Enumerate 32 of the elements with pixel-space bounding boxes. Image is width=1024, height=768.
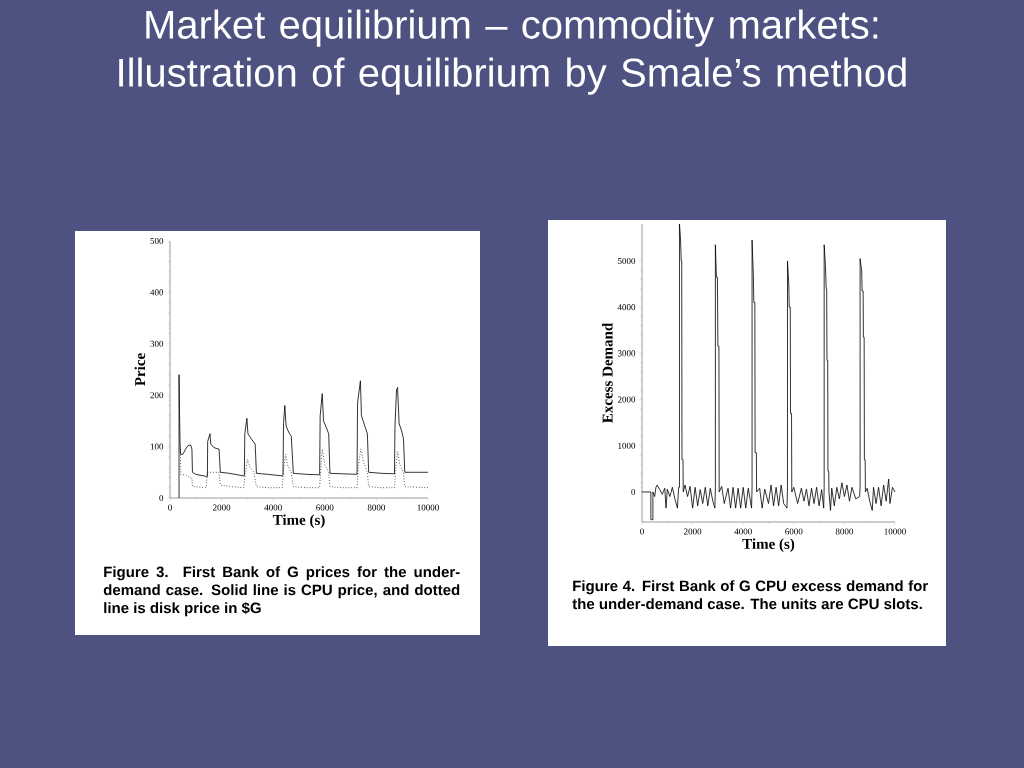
text: Market equilibrium – commodity markets: Illustration of equilibrium by Smale’s method — [119, 9, 906, 95]
y-axis-title: Excess Demand — [602, 322, 613, 423]
line-series — [641, 223, 896, 521]
y-tick-label: 300 — [150, 340, 164, 347]
y-tick-label: 400 — [150, 289, 164, 296]
x-tick-label: 2000 — [213, 504, 231, 511]
y-tick-label: 2000 — [617, 396, 636, 403]
x-tick-label: 0 — [640, 528, 644, 535]
x-tick-label: 0 — [168, 504, 172, 511]
x-axis-title: Time (s) — [272, 514, 325, 529]
y-tick-label: 200 — [150, 392, 164, 399]
y-tick-label: 0 — [159, 494, 164, 502]
y-tick-label: 5000 — [618, 257, 636, 264]
y-tick-label: 500 — [150, 237, 164, 245]
x-tick-label: 10000 — [417, 504, 439, 511]
text: Figure 4. First Bank of G CPU excess demand for the under-demand case. The units are CPU slots. — [572, 580, 928, 610]
y-tick-label: 100 — [150, 443, 164, 450]
y-axis-title: Price — [134, 353, 146, 386]
x-tick-label: 6000 — [785, 528, 803, 535]
y-tick-label: 4000 — [617, 304, 636, 311]
x-tick-label: 8000 — [835, 528, 854, 535]
x-tick-label: 6000 — [316, 504, 334, 511]
x-tick-label: 10000 — [884, 528, 906, 535]
y-tick-label: 3000 — [617, 350, 636, 357]
x-axis-title: Time (s) — [742, 538, 795, 553]
y-tick-label: 1000 — [618, 442, 636, 449]
x-tick-label: 2000 — [684, 528, 702, 535]
x-tick-label: 4000 — [734, 528, 752, 535]
y-tick-label: 0 — [631, 488, 636, 495]
x-tick-label: 4000 — [264, 504, 282, 511]
x-tick-label: 8000 — [367, 504, 386, 511]
text: Figure 3. First Bank of G prices for the under-demand case. Solid line is CPU price, and dotted line is disk price in $G — [103, 566, 460, 617]
